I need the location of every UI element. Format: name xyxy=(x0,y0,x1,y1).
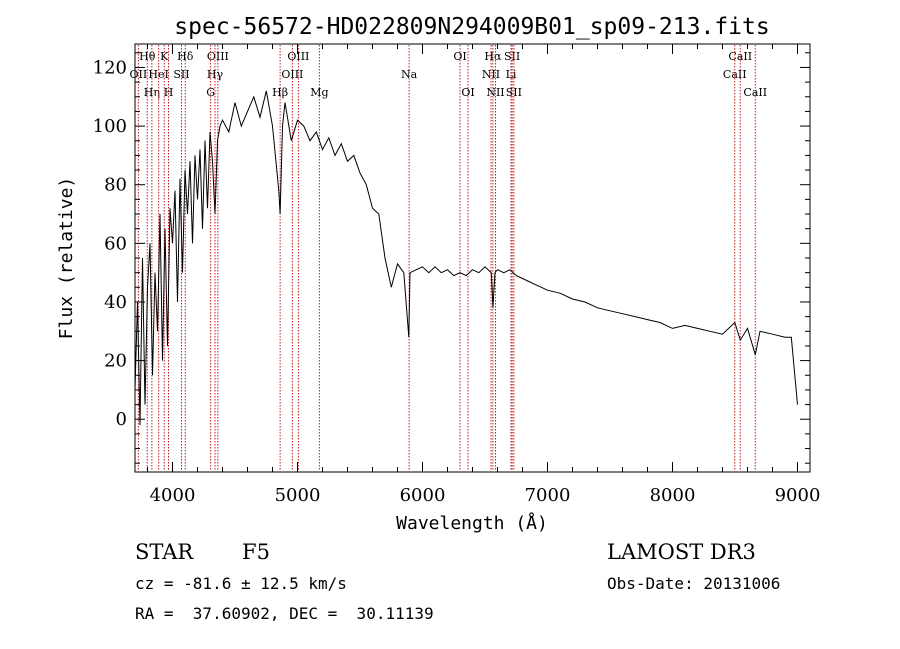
line-marker-label: Hβ xyxy=(272,86,288,99)
line-marker-label: Li xyxy=(506,68,517,81)
x-tick-label: 8000 xyxy=(650,485,696,506)
y-tick-label: 0 xyxy=(116,409,127,430)
x-tick-label: 9000 xyxy=(775,485,821,506)
y-tick-label: 40 xyxy=(104,292,127,313)
x-tick-labels: 4000 5000 6000 7000 8000 9000 xyxy=(150,485,821,506)
line-marker-label: Hη xyxy=(144,86,160,99)
line-markers: Hθ OII Hη K HeI H Hδ SII OIII Hγ G OIII OIII Hβ Mg Na OI… xyxy=(130,45,767,471)
survey-name: LAMOST DR3 xyxy=(607,540,756,564)
line-marker-label: H xyxy=(164,86,174,99)
object-type: STAR xyxy=(135,540,194,564)
line-marker-label: OI xyxy=(461,86,474,99)
x-tick-label: 5000 xyxy=(275,485,321,506)
plot-frame xyxy=(134,43,811,473)
line-marker-label: Hθ xyxy=(139,50,156,63)
line-marker-label: OII xyxy=(130,68,148,81)
line-marker-label: SII xyxy=(173,68,189,81)
y-axis-label: Flux (relative) xyxy=(56,177,77,340)
x-tick-label: 4000 xyxy=(150,485,196,506)
line-marker-label: OIII xyxy=(207,50,229,63)
x-tick-label: 6000 xyxy=(400,485,446,506)
axis-ticks xyxy=(135,44,810,472)
line-marker-label: CaII xyxy=(728,50,752,63)
coordinates: RA = 37.60902, DEC = 30.11139 xyxy=(135,604,434,623)
line-marker-label: SII xyxy=(506,86,522,99)
spectral-subclass: F5 xyxy=(242,540,270,564)
line-marker-label: CaII xyxy=(723,68,747,81)
y-tick-label: 60 xyxy=(104,233,127,254)
y-tick-labels: 0 20 40 60 80 100 120 xyxy=(93,57,127,430)
line-marker-label: OI xyxy=(453,50,466,63)
line-marker-label: HeI xyxy=(148,68,168,81)
line-marker-label: Hδ xyxy=(177,50,194,63)
line-marker-label: G xyxy=(206,86,215,99)
line-marker-label: NII xyxy=(486,86,504,99)
y-tick-label: 20 xyxy=(104,351,127,372)
y-tick-label: 120 xyxy=(93,57,127,78)
line-marker-label: K xyxy=(160,50,169,63)
redshift-velocity: cz = -81.6 ± 12.5 km/s xyxy=(135,574,347,593)
line-marker-label: Hγ xyxy=(207,68,224,81)
line-marker-label: OIII xyxy=(281,68,303,81)
x-axis-label: Wavelength (Å) xyxy=(396,512,548,534)
line-marker-label: NII xyxy=(482,68,500,81)
y-tick-label: 80 xyxy=(104,175,127,196)
line-marker-label: OIII xyxy=(287,50,309,63)
line-marker-label: Hα xyxy=(484,50,502,63)
chart-title: spec-56572-HD022809N294009B01_sp09-213.f… xyxy=(174,14,769,40)
line-marker-label: Mg xyxy=(310,86,328,99)
observation-date: Obs-Date: 20131006 xyxy=(607,574,781,593)
line-marker-label: SII xyxy=(504,50,520,63)
spectrum-series-line xyxy=(134,90,798,426)
y-tick-label: 100 xyxy=(93,116,127,137)
line-marker-label: CaII xyxy=(743,86,767,99)
x-tick-label: 7000 xyxy=(525,485,571,506)
line-marker-label: Na xyxy=(401,68,418,81)
